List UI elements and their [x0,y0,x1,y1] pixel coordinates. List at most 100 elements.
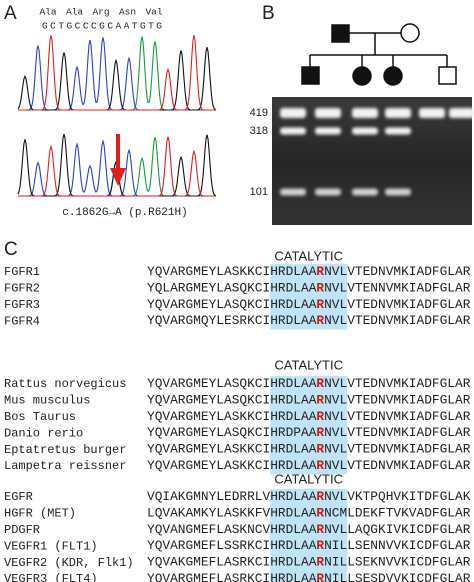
sequence-part: NILLSESDVVKICDFGLAR [324,571,471,582]
species-name: Bos Taurus [4,410,76,424]
sequence-part: YQVARGMEYLASQKCIHRDLAA [147,393,317,408]
conserved-residue: R [316,426,324,441]
gel-band [315,188,341,196]
gel-band [352,127,378,135]
sequence-part: LQVAKAMKYLASKKFVHRDLAA [147,506,317,521]
conserved-residue: R [316,314,324,329]
species-name: PDGFR [4,523,40,537]
species-name: FGFR1 [4,265,40,279]
sequence-part: NVLVTEDNVMKIADFGLAR [324,264,471,279]
sequence-part: NVLVTEDNVMKIADFGLAR [324,426,471,441]
catalytic-heading: CATALYTIC [274,248,343,263]
conserved-residue: R [316,571,324,582]
species-name: Eptatretus burger [4,443,126,457]
species-name: FGFR4 [4,314,40,328]
conserved-residue: R [316,555,324,570]
sequence-part: VQIAKGMNYLEDRRLVHRDLAA [147,489,317,504]
gel-marker-label: 318 [250,125,268,137]
species-name: HGFR (MET) [4,507,76,521]
conserved-residue: R [316,393,324,408]
sequence-part: YQVANGMEFLASKNCVHRDLAA [147,522,317,537]
species-name: EGFR [4,490,33,504]
amino-acid-row: Ala Ala Arg Asn Val [39,7,162,18]
gel-band [385,127,411,135]
trace [18,136,216,197]
species-name: Rattus norvegicus [4,377,126,391]
gel-bands: 419 318 101 [250,107,474,198]
sequence-part: NILLSENNVVKICDFGLAR [324,539,471,554]
sequence-part: YQVARGMEYLASKKCIHRDLAA [147,458,317,473]
sequence-part: NVLVKTPQHVKITDFGLAK [324,489,471,504]
sequence-part: YQVARGMEYLASKKCIHRDLAA [147,442,317,457]
sequence-part: NVLVTEDNVMKIADFGLAR [324,442,471,457]
protein-sequence: YQVARGMEFLSSRKCIHRDLAARNILLSENNVVKICDFGL… [147,539,471,554]
species-name: VEGFR3 (FLT4) [4,572,98,582]
conserved-residue: R [316,458,324,473]
sequence-part: YQVARGMEYLASQKCIHRDLAA [147,297,317,312]
gel-band [449,108,474,118]
protein-sequence: YQVARGMEYLASKKCIHRDLAARNVLVTEDNVMKIADFGL… [147,458,471,473]
conserved-residue: R [316,522,324,537]
sequence-part: NVLVTEDNVMKIADFGLAR [324,393,471,408]
species-name: Lampetra reissner [4,459,126,473]
gel-band [280,108,306,118]
sequence-part: NVLLAQGKIVKICDFGLAR [324,522,471,537]
gel-band [385,108,411,118]
sequence-part: YQVARGMEFLSSRKCIHRDLAA [147,539,317,554]
amino-acid: Arg [92,7,109,18]
conserved-residue: R [316,489,324,504]
conserved-residue: R [316,264,324,279]
gel-band [280,188,306,196]
protein-sequence: VQIAKGMNYLEDRRLVHRDLAARNVLVKTPQHVKITDFGL… [147,489,471,504]
sequence-part: NVLVTEDNVMKIADFGLAR [324,376,471,391]
protein-sequence: YQVANGMEFLASKNCVHRDLAARNVLLAQGKIVKICDFGL… [147,522,471,537]
sequence-part: YQVARGMEYLASKKCIHRDLAA [147,264,317,279]
protein-sequence: YQVARGMEYLASQKCIHRDLAARNVLVTEDNVMKIADFGL… [147,376,471,391]
gel-marker-label: 419 [250,107,268,119]
conserved-residue: R [316,297,324,312]
species-name: VEGFR1 (FLT1) [4,539,98,553]
gel-band [315,108,341,118]
sequence-part: YQVARGMEYLASKKCIHRDLAA [147,409,317,424]
protein-sequence: YQVARGMEYLASQKCIHRDLAARNVLVTEDNVMKIADFGL… [147,393,471,408]
gel-band [352,188,378,196]
protein-sequence: YQVARGMEYLASQKCIHRDPAARNVLVTEDNVMKIADFGL… [147,426,471,441]
amino-acid: Ala [39,7,56,18]
catalytic-highlight [270,488,348,582]
gel-band [385,188,411,196]
panel-label: A [4,3,17,24]
panel-label: B [262,3,275,24]
protein-sequence: YQVAKGMEFLASRKCIHRDLAARNILLSEKNVVKICDFGL… [147,555,471,570]
amino-acid: Ala [66,7,83,18]
catalytic-highlight [270,375,348,475]
sequence-part: NCMLDEKFTVKVADFGLAR [324,506,471,521]
trace [17,46,217,111]
gel [272,97,472,225]
species-name: Mus musculus [4,394,90,408]
conserved-residue: R [316,539,324,554]
protein-sequence: YQVARGMEFLASRKCIHRDLAARNILLSESDVVKICDFGL… [147,571,471,582]
sequence-part: NVLVTEDNVMKIADFGLAR [324,409,471,424]
protein-sequence: YQVARGMEYLASKKCIHRDLAARNVLVTEDNVMKIADFGL… [147,409,471,424]
gel-marker-label: 101 [250,186,268,198]
protein-sequence: YQLARGMEYLASQKCIHRDLAARNVLVTENNVMKIADFGL… [147,281,471,296]
sequence-part: YQVARGMEFLASRKCIHRDLAA [147,571,317,582]
sequence-part: YQVARGMQYLESRKCIHRDLAA [147,314,317,329]
panel-label: C [4,239,18,260]
dna-sequence: G C T G C C C G C A A T G T G [42,21,162,32]
gel-band [419,108,445,118]
mutation-caption: c.1862G→A (p.R621H) [62,207,187,219]
species-name: VEGFR2 (KDR, Flk1) [4,556,134,570]
protein-sequence: LQVAKAMKYLASKKFVHRDLAARNCMLDEKFTVKVADFGL… [147,506,471,521]
sequence-part: NILLSEKNVVKICDFGLAR [324,555,471,570]
species-name: Danio rerio [4,426,83,440]
sequence-part: NVLVTENNVMKIADFGLAR [324,281,471,296]
conserved-residue: R [316,506,324,521]
species-name: FGFR3 [4,298,40,312]
sequence-part: YQVARGMEYLASQKCIHRDPAA [147,426,317,441]
catalytic-heading: CATALYTIC [274,471,343,486]
sequence-part: NVLVTEDNVMKIADFGLAR [324,458,471,473]
species-name: FGFR2 [4,282,40,296]
